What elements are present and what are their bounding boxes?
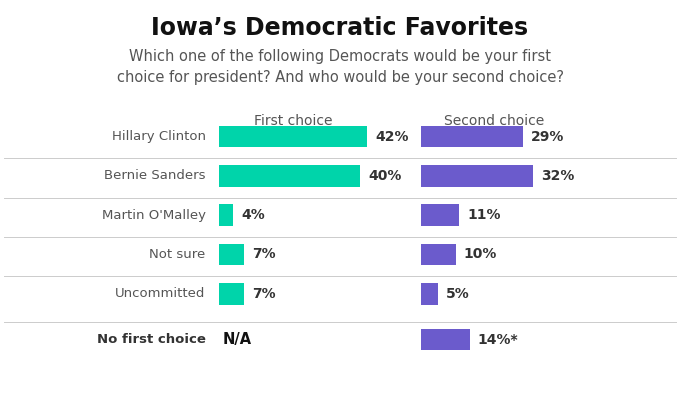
Text: 14%*: 14%* — [478, 333, 519, 347]
FancyBboxPatch shape — [421, 244, 456, 265]
FancyBboxPatch shape — [219, 244, 243, 265]
FancyBboxPatch shape — [219, 283, 243, 304]
Text: 4%: 4% — [241, 208, 265, 222]
Text: Second choice: Second choice — [444, 114, 545, 128]
Text: Iowa’s Democratic Favorites: Iowa’s Democratic Favorites — [152, 16, 528, 40]
FancyBboxPatch shape — [219, 165, 360, 187]
FancyBboxPatch shape — [219, 126, 367, 148]
Text: 5%: 5% — [446, 287, 470, 301]
FancyBboxPatch shape — [421, 329, 470, 350]
Text: No first choice: No first choice — [97, 333, 205, 346]
Text: 29%: 29% — [530, 130, 564, 144]
FancyBboxPatch shape — [421, 283, 438, 304]
FancyBboxPatch shape — [421, 126, 523, 148]
FancyBboxPatch shape — [421, 165, 533, 187]
Text: Martin O'Malley: Martin O'Malley — [102, 209, 205, 222]
Text: 10%: 10% — [464, 247, 497, 261]
Text: First choice: First choice — [254, 114, 333, 128]
Text: 7%: 7% — [252, 287, 275, 301]
FancyBboxPatch shape — [219, 205, 233, 226]
FancyBboxPatch shape — [421, 205, 459, 226]
Text: 11%: 11% — [467, 208, 501, 222]
Text: 42%: 42% — [375, 130, 409, 144]
Text: Which one of the following Democrats would be your first
choice for president? A: Which one of the following Democrats wou… — [116, 49, 564, 85]
Text: Bernie Sanders: Bernie Sanders — [104, 170, 205, 182]
Text: Uncommitted: Uncommitted — [116, 287, 205, 300]
Text: 7%: 7% — [252, 247, 275, 261]
Text: Not sure: Not sure — [150, 248, 205, 261]
Text: Hillary Clinton: Hillary Clinton — [112, 130, 205, 143]
Text: N/A: N/A — [222, 332, 252, 347]
Text: 40%: 40% — [368, 169, 401, 183]
Text: 32%: 32% — [541, 169, 575, 183]
